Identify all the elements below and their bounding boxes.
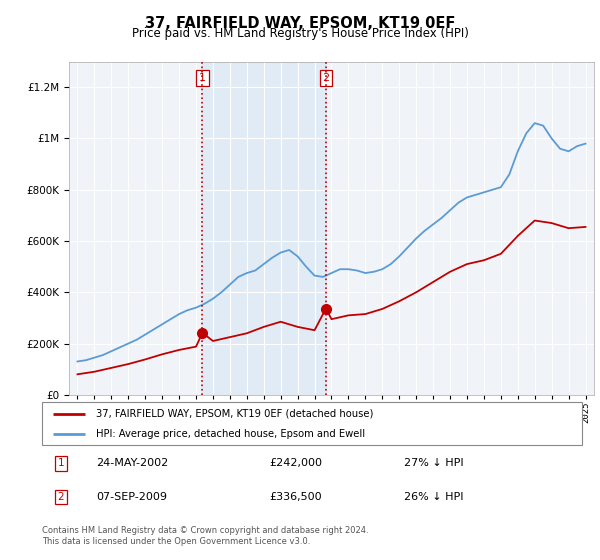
Text: 2: 2 [58,492,64,502]
Text: £242,000: £242,000 [269,459,322,468]
Text: 2: 2 [322,73,329,83]
Bar [202,62,326,395]
Text: 24-MAY-2002: 24-MAY-2002 [96,459,168,468]
Text: HPI: Average price, detached house, Epsom and Ewell: HPI: Average price, detached house, Epso… [96,430,365,439]
Text: 27% ↓ HPI: 27% ↓ HPI [404,459,463,468]
FancyBboxPatch shape [42,402,582,445]
Text: 37, FAIRFIELD WAY, EPSOM, KT19 0EF (detached house): 37, FAIRFIELD WAY, EPSOM, KT19 0EF (deta… [96,409,373,419]
Text: 26% ↓ HPI: 26% ↓ HPI [404,492,463,502]
Text: 1: 1 [58,459,64,468]
Text: Price paid vs. HM Land Registry's House Price Index (HPI): Price paid vs. HM Land Registry's House … [131,27,469,40]
Text: 1: 1 [199,73,206,83]
Text: £336,500: £336,500 [269,492,322,502]
Text: Contains HM Land Registry data © Crown copyright and database right 2024.
This d: Contains HM Land Registry data © Crown c… [42,526,368,546]
Text: 07-SEP-2009: 07-SEP-2009 [96,492,167,502]
Text: 37, FAIRFIELD WAY, EPSOM, KT19 0EF: 37, FAIRFIELD WAY, EPSOM, KT19 0EF [145,16,455,31]
